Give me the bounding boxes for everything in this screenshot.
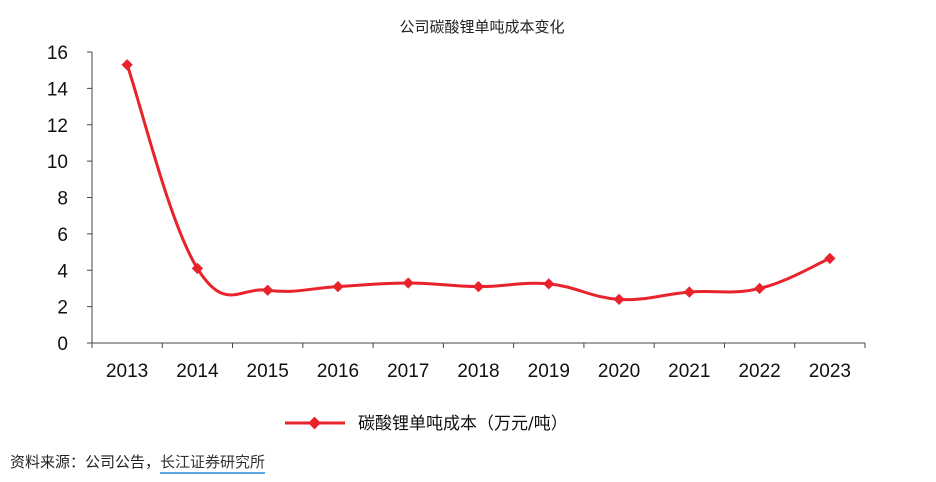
source-prefix: 资料来源：公司公告， (10, 453, 161, 471)
data-point (402, 277, 414, 289)
data-point (753, 282, 766, 295)
y-tick-label: 12 (47, 116, 68, 137)
y-tick-label: 6 (57, 225, 68, 246)
data-point (472, 280, 485, 293)
x-tick-label: 2021 (668, 361, 710, 382)
y-tick-label: 0 (57, 334, 68, 355)
legend: 碳酸锂单吨成本（万元/吨） (285, 414, 568, 434)
x-tick-label: 2015 (247, 361, 289, 382)
data-point (121, 59, 133, 71)
series-line (125, 64, 831, 302)
x-tick-label: 2013 (106, 361, 148, 382)
y-tick-label: 2 (57, 298, 68, 319)
legend-label: 碳酸锂单吨成本（万元/吨） (358, 414, 568, 434)
y-tick-label: 10 (47, 152, 68, 173)
data-point (543, 278, 555, 290)
data-point (613, 293, 625, 306)
x-tick-label: 2019 (528, 361, 570, 382)
data-point (332, 280, 344, 293)
x-tick-label: 2017 (387, 361, 429, 382)
x-tick-label: 2022 (738, 361, 780, 382)
source-note: 资料来源：公司公告，长江证券研究所 (10, 451, 266, 474)
x-tick-label: 2014 (176, 361, 219, 382)
y-axis: 0 2 4 6 8 10 12 14 16 (47, 43, 93, 355)
data-point (683, 286, 695, 298)
y-tick-label: 14 (47, 79, 69, 100)
y-tick-label: 8 (57, 189, 68, 210)
chart-title: 公司碳酸锂单吨成本变化 (399, 18, 564, 36)
x-tick-label: 2023 (809, 361, 851, 382)
y-tick-label: 4 (57, 261, 68, 282)
y-tick-label: 16 (47, 43, 68, 64)
series-group (121, 59, 836, 306)
data-point (262, 284, 274, 296)
x-axis: 2013 2014 2015 2016 2017 2018 2019 2020 2021 2022… (91, 342, 866, 382)
x-tick-label: 2018 (457, 361, 499, 382)
data-point (824, 252, 836, 265)
data-point (191, 262, 204, 275)
legend-marker (308, 416, 321, 430)
x-tick-label: 2016 (317, 361, 359, 382)
source-link[interactable]: 长江证券研究所 (160, 453, 266, 474)
x-tick-label: 2020 (598, 361, 640, 382)
